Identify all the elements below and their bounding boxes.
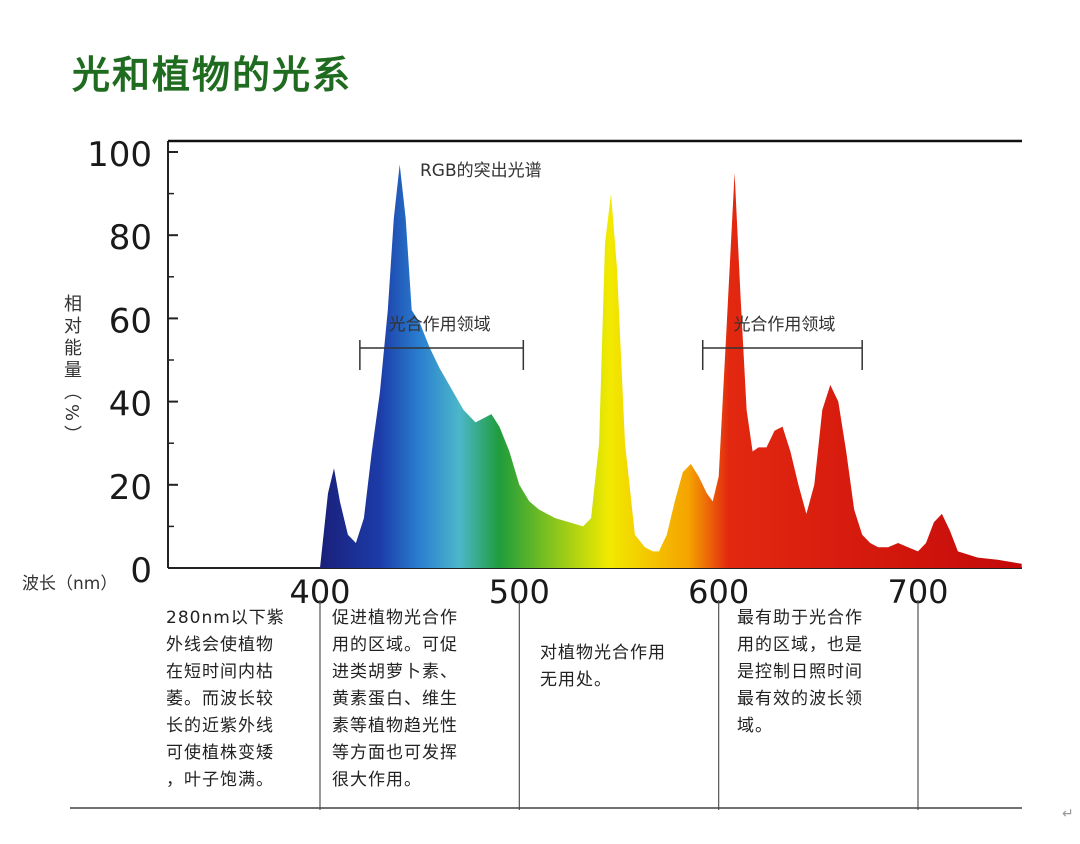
range-label: 光合作用领域 <box>389 315 491 335</box>
y-axis-label: 相对能量（%） <box>61 294 82 448</box>
band-note: 280nm以下紫 外线会使植物 在短时间内枯 萎。而波长较 长的近紫外线 可使植… <box>166 608 285 790</box>
y-tick-label: 0 <box>130 551 152 591</box>
range-label: 光合作用领域 <box>733 315 835 335</box>
band-note: 促进植物光合作 用的区域。可促 进类胡萝卜素、 黄素蛋白、维生 素等植物趋光性 … <box>332 608 458 790</box>
corner-mark: ↵ <box>1062 806 1074 822</box>
y-tick-label: 100 <box>87 135 152 175</box>
y-tick-label: 60 <box>109 301 152 341</box>
peak-annotation: RGB的突出光谱 <box>420 161 542 181</box>
y-tick-label: 20 <box>109 468 152 508</box>
band-note: 最有助于光合作 用的区域，也是 是控制日照时间 最有效的波长领 域。 <box>737 608 863 736</box>
x-axis-label: 波长（nm） <box>22 574 118 594</box>
spectrum-area <box>320 164 1022 568</box>
band-note: 对植物光合作用 无用处。 <box>540 643 666 690</box>
y-tick-label: 40 <box>109 385 152 425</box>
page-title: 光和植物的光系 <box>72 53 353 97</box>
y-tick-label: 80 <box>109 218 152 258</box>
